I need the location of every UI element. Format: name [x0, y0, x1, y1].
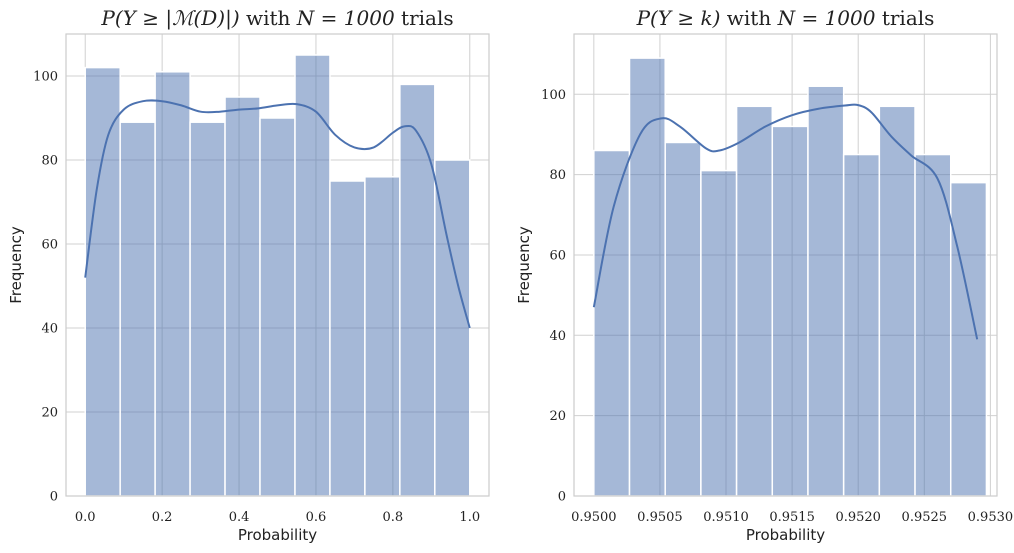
right-ytick-label-1: 20 — [549, 409, 566, 424]
left-title-part-2: N = 1000 — [296, 6, 395, 30]
left-bar-2 — [154, 71, 191, 497]
left-bar-7 — [329, 180, 366, 497]
left-x-axis-label: Probability — [238, 526, 317, 544]
right-bar-2 — [664, 141, 702, 497]
left-xtick-label-3: 0.6 — [306, 510, 327, 525]
right-title-part-0: P(Y ≥ k) — [636, 6, 721, 30]
left-bar-10 — [434, 159, 471, 497]
right-xtick-label-6: 0.9530 — [968, 510, 1014, 525]
right-xtick-label-3: 0.9515 — [769, 510, 815, 525]
left-ytick-label-2: 40 — [41, 322, 58, 337]
right-title-part-3: trials — [875, 6, 934, 30]
left-bar-6 — [294, 54, 331, 497]
left-kde-line — [84, 99, 471, 329]
right-kde-line — [592, 103, 979, 340]
right-bar-6 — [807, 85, 845, 497]
right-ytick-label-2: 40 — [549, 329, 566, 344]
right-bar-4 — [735, 105, 774, 497]
left-xtick-label-1: 0.2 — [152, 510, 173, 525]
left-xtick-label-5: 1.0 — [459, 510, 480, 525]
right-title-part-1: with — [720, 6, 777, 30]
right-bar-7 — [842, 153, 881, 497]
right-xtick-label-0: 0.9500 — [571, 510, 617, 525]
left-axes-frame — [65, 33, 490, 497]
right-bar-10 — [949, 181, 988, 497]
left-chart-title: P(Y ≥ |ℳ(D)|) with N = 1000 trials — [100, 6, 453, 31]
right-title-part-2: N = 1000 — [777, 6, 876, 30]
left-ytick-label-1: 20 — [41, 406, 58, 421]
left-y-axis-label: Frequency — [7, 226, 25, 304]
right-chart-title: P(Y ≥ k) with N = 1000 trials — [636, 6, 935, 30]
right-y-axis-label: Frequency — [515, 226, 533, 304]
left-title-part-0: P(Y ≥ |ℳ(D)|) — [100, 6, 239, 31]
chart-right: 0 20 40 60 80 100 0.9500 0.9505 0.9510 0.9515 0.95… — [515, 6, 1013, 544]
right-bar-1 — [628, 57, 666, 497]
left-ytick-label-4: 80 — [41, 154, 58, 169]
chart-left: 0 20 40 60 80 100 0.0 0.2 0.4 0.6 0.8 1.0 Probabilit… — [7, 6, 490, 544]
right-bar-9 — [914, 153, 952, 497]
right-xtick-label-4: 0.9520 — [835, 510, 881, 525]
left-bar-9 — [399, 83, 436, 497]
left-xtick-label-0: 0.0 — [75, 510, 96, 525]
left-ytick-label-0: 0 — [50, 490, 58, 505]
left-title-part-1: with — [240, 6, 297, 30]
right-bar-3 — [700, 169, 738, 497]
right-ytick-label-5: 100 — [541, 88, 566, 103]
right-bar-8 — [878, 105, 916, 497]
right-x-axis-label: Probability — [746, 526, 825, 544]
right-ytick-label-0: 0 — [558, 490, 566, 505]
right-bar-5 — [771, 125, 809, 497]
left-ytick-label-3: 60 — [41, 238, 58, 253]
left-bar-3 — [189, 121, 226, 497]
left-xtick-label-2: 0.4 — [229, 510, 250, 525]
left-ytick-label-5: 100 — [33, 70, 58, 85]
left-bar-8 — [364, 176, 401, 497]
left-bar-1 — [119, 121, 156, 497]
right-axes-frame — [573, 33, 998, 497]
right-bar-0 — [593, 149, 631, 497]
left-bar-4 — [224, 96, 261, 497]
left-xtick-label-4: 0.8 — [383, 510, 404, 525]
left-title-part-3: trials — [395, 6, 454, 30]
right-xtick-label-2: 0.9510 — [703, 510, 749, 525]
right-ytick-label-4: 80 — [549, 168, 566, 183]
right-xtick-label-5: 0.9525 — [902, 510, 948, 525]
left-bar-5 — [259, 117, 296, 497]
left-bar-0 — [84, 66, 121, 497]
right-xtick-label-1: 0.9505 — [637, 510, 683, 525]
right-ytick-label-3: 60 — [549, 248, 566, 263]
